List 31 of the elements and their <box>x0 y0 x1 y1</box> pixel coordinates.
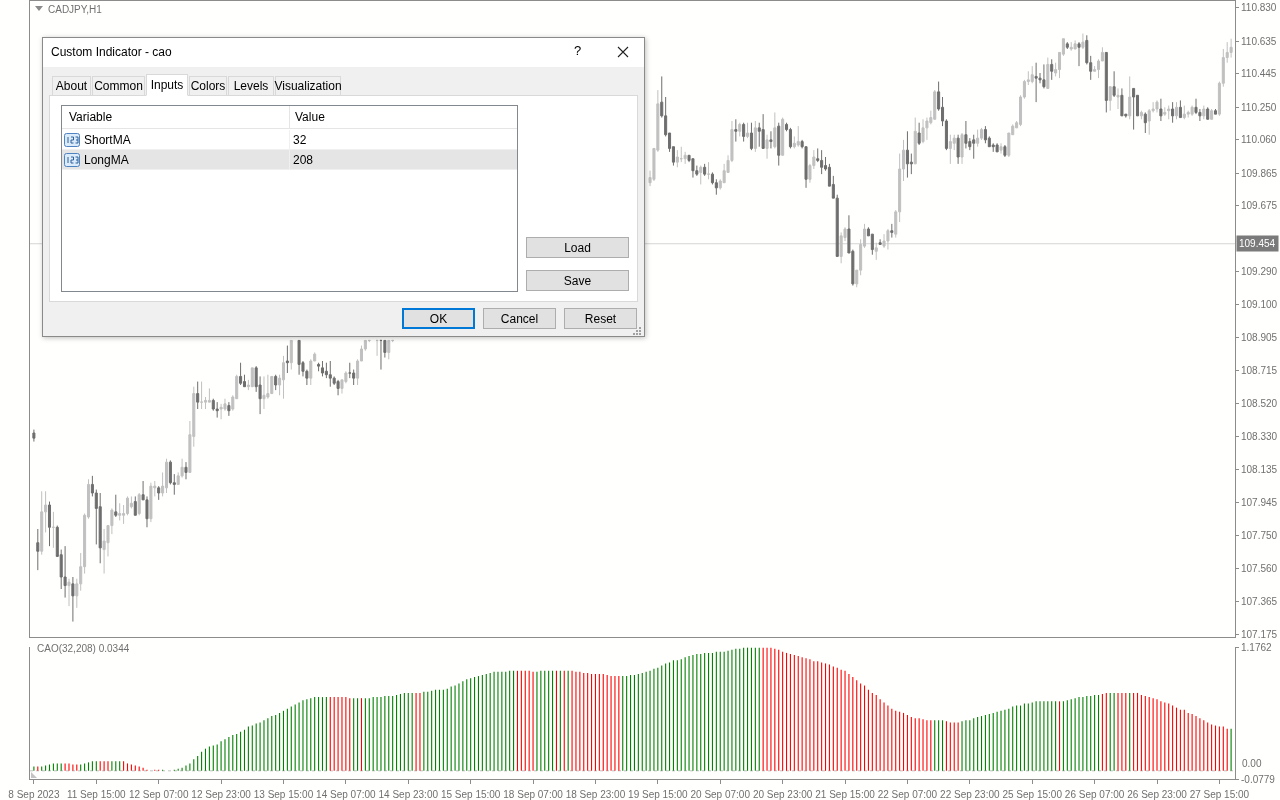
ref-line-label: 0.00 <box>1242 758 1262 769</box>
candlestick <box>40 490 44 556</box>
x-tick-label: 22 Sep 23:00 <box>940 789 1001 800</box>
x-tick-label: 18 Sep 23:00 <box>565 789 626 800</box>
x-tick-label: 20 Sep 23:00 <box>752 789 813 800</box>
x-tick-label: 27 Sep 15:00 <box>1189 789 1250 800</box>
y-tick-label: -0.0779 <box>1241 773 1276 785</box>
x-tick-label: 11 Sep 15:00 <box>66 789 127 800</box>
y-tick-label: 1.1762 <box>1241 641 1273 653</box>
x-tick-label: 22 Sep 07:00 <box>877 789 938 800</box>
y-tick-label: 107.365 <box>1241 596 1278 608</box>
candlestick <box>71 576 75 623</box>
chart-title: CAO(32,208) 0.0344 <box>37 642 130 654</box>
x-tick-label: 14 Sep 23:00 <box>378 789 439 800</box>
x-tick-label: 26 Sep 07:00 <box>1064 789 1125 800</box>
x-tick-label: 19 Sep 15:00 <box>628 789 689 800</box>
x-tick-label: 8 Sep 2023 <box>8 789 60 800</box>
x-tick-label: 14 Sep 07:00 <box>316 789 377 800</box>
candlestick <box>36 528 40 571</box>
x-tick-label: 20 Sep 07:00 <box>690 789 751 800</box>
y-tick-label: 107.175 <box>1241 628 1278 640</box>
x-tick-label: 13 Sep 15:00 <box>253 789 314 800</box>
candlestick <box>67 578 71 607</box>
x-tick-label: 26 Sep 23:00 <box>1127 789 1188 800</box>
x-tick-label: 12 Sep 07:00 <box>128 789 189 800</box>
x-tick-label: 21 Sep 15:00 <box>815 789 876 800</box>
x-tick-label: 12 Sep 23:00 <box>191 789 252 800</box>
x-tick-label: 15 Sep 15:00 <box>440 789 501 800</box>
x-tick-label: 25 Sep 15:00 <box>1002 789 1063 800</box>
x-tick-label: 18 Sep 07:00 <box>503 789 564 800</box>
candlestick <box>32 429 36 443</box>
